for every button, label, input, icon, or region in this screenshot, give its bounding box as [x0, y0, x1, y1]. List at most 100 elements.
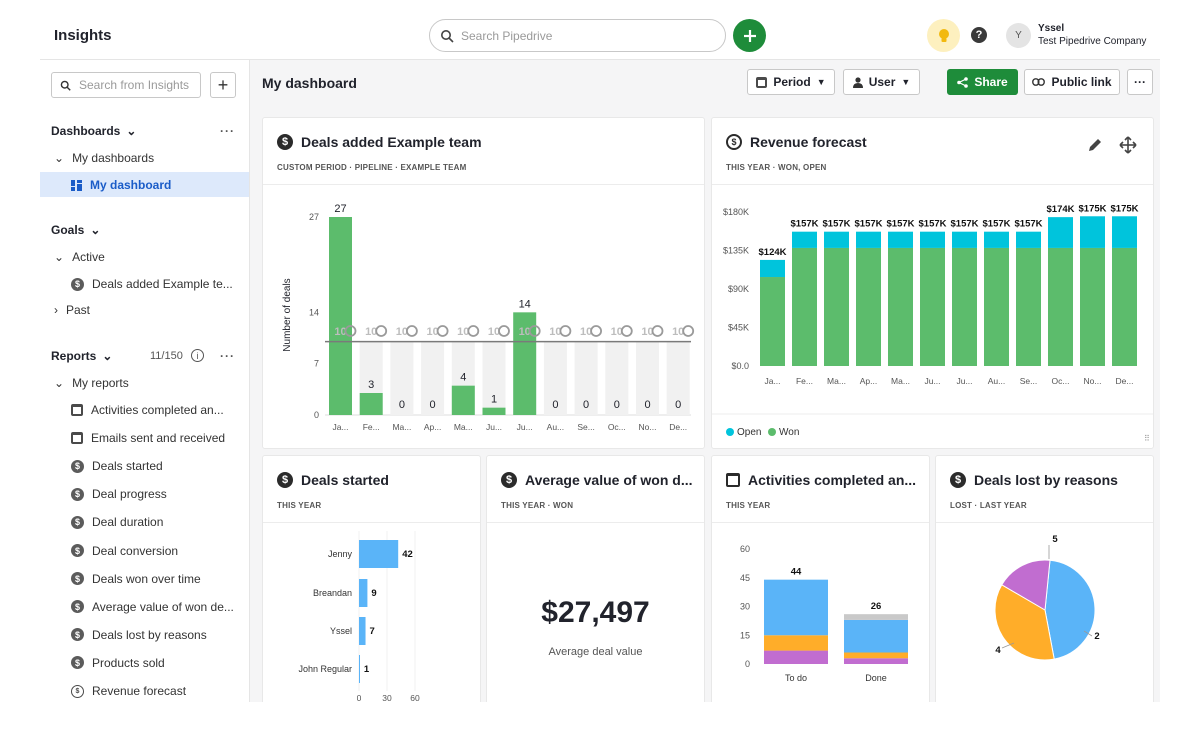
add-report-button[interactable]: +	[210, 72, 236, 98]
won-bar	[984, 247, 1009, 366]
x-tick-label: De...	[669, 422, 687, 432]
y-tick-label: 0	[745, 659, 750, 669]
goal-value-label: 10	[611, 326, 623, 338]
chevron-down-icon: ⌄	[54, 376, 65, 390]
sidebar-item-active[interactable]: ⌄ Active	[54, 250, 105, 264]
goal-background-bar	[421, 341, 445, 415]
person-icon	[852, 76, 863, 88]
chevron-down-icon: ⌄	[90, 223, 101, 237]
won-bar	[1048, 247, 1073, 366]
x-tick-label: 30	[382, 693, 392, 702]
won-bar	[824, 247, 849, 366]
user-filter-label: User	[868, 75, 896, 89]
sidebar-item-my-reports[interactable]: ⌄ My reports	[54, 376, 129, 390]
sidebar-report-item[interactable]: $ Revenue forecast	[71, 684, 186, 698]
x-tick-label: Ju...	[924, 376, 940, 386]
insights-search-input[interactable]: Search from Insights	[51, 72, 201, 98]
sidebar-report-item[interactable]: $ Deals lost by reasons	[71, 628, 207, 642]
sidebar-report-item[interactable]: $ Deal progress	[71, 487, 167, 501]
reports-header[interactable]: Reports ⌄	[51, 349, 112, 363]
edit-icon[interactable]	[1087, 137, 1103, 153]
app-window: Insights Search Pipedrive ? Y Yssel Test…	[40, 0, 1160, 702]
x-tick-label: Oc...	[608, 422, 626, 432]
average-value-card[interactable]: $ Average value of won d... THIS YEAR · …	[486, 455, 705, 702]
deals-started-chart: 0 30 60 Jenny 42 Breandan 9 Yssel 7 John Regular 1	[298, 531, 420, 702]
y-tick-label: $90K	[728, 284, 749, 294]
deals-started-title: $ Deals started	[277, 472, 389, 488]
activities-card[interactable]: Activities completed an... THIS YEAR 0 15…	[711, 455, 930, 702]
dollar-icon: $	[71, 459, 84, 473]
deals-started-bar	[359, 617, 366, 645]
total-value-label: 44	[791, 567, 802, 578]
total-value-label: $157K	[823, 219, 851, 230]
x-tick-label: Ju...	[486, 422, 502, 432]
sidebar-report-item[interactable]: $ Deal conversion	[71, 544, 178, 558]
top-bar: Insights Search Pipedrive ? Y Yssel Test…	[40, 0, 1160, 60]
add-button[interactable]	[733, 19, 766, 52]
global-search-input[interactable]: Search Pipedrive	[429, 19, 726, 52]
sidebar-report-item[interactable]: $ Deals won over time	[71, 572, 201, 586]
public-link-button[interactable]: Public link	[1024, 69, 1120, 95]
sidebar-item-past[interactable]: › Past	[54, 303, 90, 317]
user-avatar[interactable]: Y	[1006, 23, 1031, 48]
x-tick-label: Au...	[547, 422, 564, 432]
open-bar	[920, 231, 945, 248]
company-name[interactable]: Test Pipedrive Company	[1038, 36, 1147, 47]
activity-segment	[844, 619, 908, 653]
open-bar	[1048, 217, 1073, 248]
my-dashboard-label[interactable]: My dashboard	[71, 178, 171, 192]
pie-slice	[1044, 559, 1096, 660]
x-tick-label: Fe...	[363, 422, 380, 432]
lost-reasons-card[interactable]: $ Deals lost by reasons LOST · LAST YEAR…	[935, 455, 1154, 702]
total-value-label: $157K	[951, 219, 979, 230]
x-tick-label: Done	[865, 673, 887, 683]
user-name[interactable]: Yssel	[1038, 23, 1065, 34]
sidebar-report-item[interactable]: Activities completed an...	[71, 403, 224, 417]
help-icon[interactable]: ?	[971, 27, 987, 43]
x-tick-label: Ja...	[332, 422, 348, 432]
sidebar-report-item[interactable]: $ Products sold	[71, 656, 165, 670]
dollar-icon: $	[277, 134, 293, 150]
activities-subtitle: THIS YEAR	[726, 501, 771, 510]
deals-started-card[interactable]: $ Deals started THIS YEAR 0 30 60 Jenny 42 Br…	[262, 455, 481, 702]
sidebar-report-item[interactable]: $ Deal duration	[71, 515, 163, 529]
dashboards-more-button[interactable]: ···	[220, 124, 235, 138]
x-tick-label: Se...	[577, 422, 594, 432]
deals-added-card[interactable]: $ Deals added Example team CUSTOM PERIOD…	[262, 117, 705, 449]
sidebar-item-my-dashboards[interactable]: ⌄ My dashboards	[54, 151, 154, 165]
bar-value-label: 0	[675, 399, 681, 411]
more-button[interactable]: ···	[1127, 69, 1153, 95]
goal-value-label: 10	[426, 326, 438, 338]
total-value-label: $157K	[983, 219, 1011, 230]
revenue-forecast-card[interactable]: $ Revenue forecast THIS YEAR · WON, OPEN…	[711, 117, 1154, 449]
won-bar	[1080, 247, 1105, 366]
share-button[interactable]: Share	[947, 69, 1018, 95]
card-divider	[263, 184, 704, 185]
goals-header[interactable]: Goals ⌄	[51, 223, 100, 237]
activity-segment	[764, 650, 828, 664]
sidebar-report-item[interactable]: $ Average value of won de...	[71, 600, 234, 614]
y-tick-label: $180K	[723, 207, 749, 217]
period-filter-button[interactable]: Period ▼	[747, 69, 835, 95]
sidebar-report-item[interactable]: $ Deals started	[71, 459, 163, 473]
x-tick-label: Ap...	[860, 376, 877, 386]
bar-value-label: 14	[519, 298, 531, 310]
activity-segment	[844, 658, 908, 664]
y-tick-label: 7	[314, 359, 319, 369]
info-icon[interactable]: i	[191, 349, 204, 362]
goal-value-label: 10	[641, 326, 653, 338]
total-value-label: $174K	[1047, 204, 1075, 215]
user-filter-button[interactable]: User ▼	[843, 69, 920, 95]
goal-target-icon	[375, 325, 388, 337]
tips-button[interactable]	[927, 19, 960, 52]
sidebar-item-goal[interactable]: $ Deals added Example te...	[71, 277, 233, 291]
bar-value-label: 0	[552, 399, 558, 411]
goal-target-icon	[344, 325, 357, 337]
sidebar-report-item[interactable]: Emails sent and received	[71, 431, 225, 445]
total-value-label: $124K	[759, 247, 787, 258]
goal-target-icon	[590, 325, 603, 337]
dashboards-header[interactable]: Dashboards ⌄	[51, 124, 136, 138]
dollar-icon: $	[71, 487, 84, 501]
reports-more-button[interactable]: ···	[220, 349, 235, 363]
move-icon[interactable]	[1119, 136, 1137, 154]
